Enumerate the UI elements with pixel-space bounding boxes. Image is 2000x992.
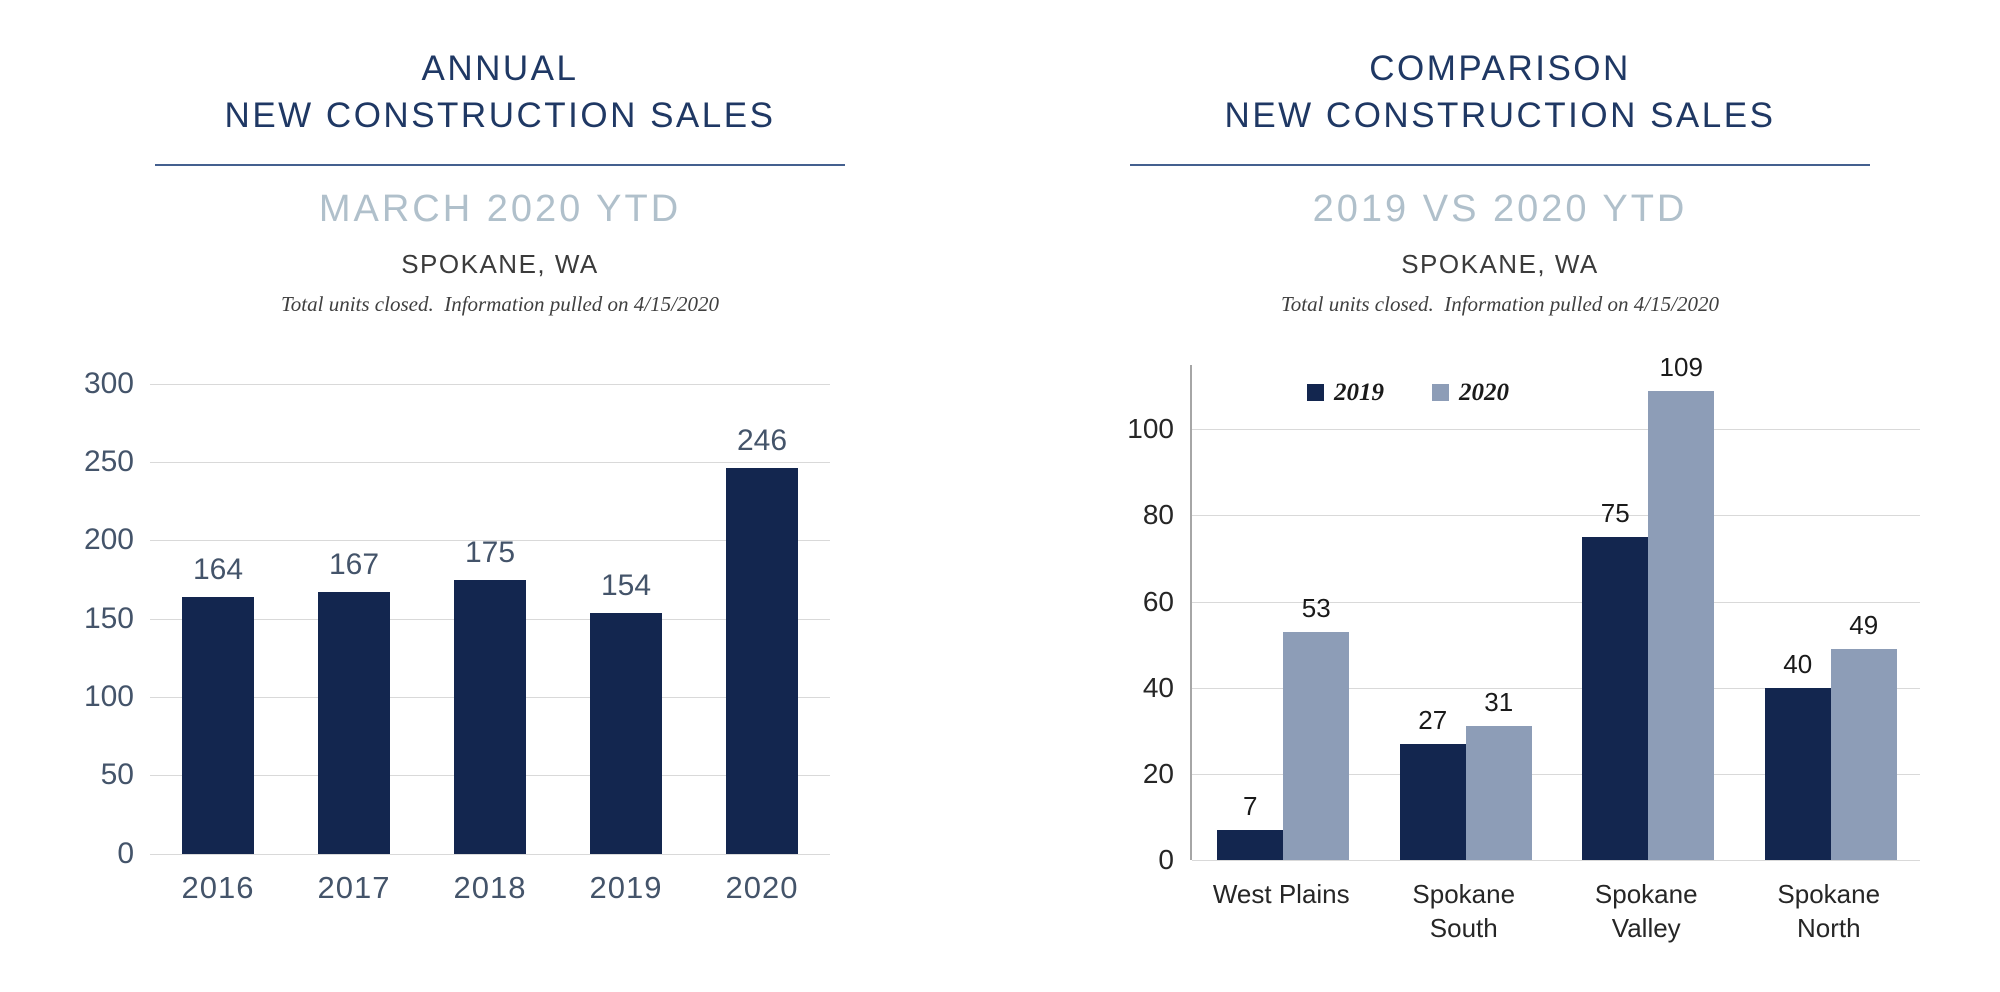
comparison-grouped-bar-chart: 7 53 27 31 75 109 40 49 2019 2020 0 20 40 60 80 100 West… <box>1095 345 1920 955</box>
gridline-300 <box>150 383 830 385</box>
title-underline <box>155 163 845 166</box>
bar-value-label-2019: 154 <box>600 568 652 602</box>
legend-label-2020: 2020 <box>1459 378 1509 406</box>
y-axis-label-50: 50 <box>100 758 134 792</box>
x-axis-label-spokane-valley: Spokane Valley <box>1594 878 1698 943</box>
x-axis-label-spokane-south: Spokane South <box>1412 878 1516 943</box>
gridline-40 <box>1192 687 1920 689</box>
bar-value-label-2020: 246 <box>736 424 788 458</box>
bar-2019 <box>590 612 662 854</box>
bar-2017 <box>318 592 390 854</box>
comparison-chart-title: COMPARISON NEW CONSTRUCTION SALES <box>1000 46 2000 140</box>
plot-area: 164 167 175 154 246 <box>150 383 830 855</box>
y-axis-label-80: 80 <box>1142 499 1174 531</box>
comparison-sales-panel: COMPARISON NEW CONSTRUCTION SALES 2019 VS… <box>1000 0 2000 992</box>
plot-area: 7 53 27 31 75 109 40 49 2019 2020 <box>1190 352 1920 861</box>
annual-chart-note: Total units closed. Information pulled o… <box>281 291 719 316</box>
bar-2019-spokane-north <box>1764 687 1831 860</box>
comparison-title-line1: COMPARISON <box>1369 49 1631 88</box>
x-axis-label-2016: 2016 <box>181 869 255 905</box>
annual-title-line1: ANNUAL <box>421 49 579 88</box>
bar-value-label-2019-spokane-north: 40 <box>1783 648 1813 679</box>
comparison-chart-location: SPOKANE, WA <box>1401 248 1599 279</box>
y-axis-label-150: 150 <box>83 601 134 635</box>
annual-chart-location: SPOKANE, WA <box>401 248 599 279</box>
bar-value-label-2020-west-plains: 53 <box>1301 592 1331 623</box>
y-axis-label-40: 40 <box>1142 671 1174 703</box>
x-axis-label-2019: 2019 <box>589 869 663 905</box>
bar-value-label-2020-spokane-north: 49 <box>1849 609 1879 640</box>
annual-chart-title: ANNUAL NEW CONSTRUCTION SALES <box>0 46 1000 140</box>
bar-2020 <box>726 468 798 854</box>
bar-2020-spokane-valley <box>1648 390 1715 860</box>
gridline-20 <box>1192 773 1920 775</box>
gridline-60 <box>1192 601 1920 603</box>
y-axis-label-20: 20 <box>1142 757 1174 789</box>
legend: 2019 2020 <box>1307 379 1509 407</box>
comparison-chart-subtitle: 2019 VS 2020 YTD <box>1312 187 1688 230</box>
gridline-250 <box>150 462 830 464</box>
comparison-chart-note: Total units closed. Information pulled o… <box>1281 291 1719 316</box>
bar-2018 <box>454 579 526 854</box>
y-axis-label-250: 250 <box>83 445 134 479</box>
bar-value-label-2017: 167 <box>328 548 380 582</box>
comparison-title-line2: NEW CONSTRUCTION SALES <box>1224 95 1776 135</box>
bar-value-label-2020-spokane-valley: 109 <box>1659 351 1703 382</box>
y-axis-label-60: 60 <box>1142 585 1174 617</box>
gridline-80 <box>1192 515 1920 517</box>
annual-chart-header: ANNUAL NEW CONSTRUCTION SALES MARCH 2020 … <box>0 46 1000 317</box>
legend-item-2019: 2019 <box>1307 379 1384 407</box>
bar-2020-west-plains <box>1283 631 1350 860</box>
y-axis-label-100: 100 <box>83 680 134 714</box>
legend-label-2019: 2019 <box>1334 378 1384 406</box>
bar-value-label-2016: 164 <box>192 552 244 586</box>
y-axis-label-200: 200 <box>83 523 134 557</box>
legend-item-2020: 2020 <box>1432 379 1509 407</box>
y-axis-label-100: 100 <box>1127 413 1174 445</box>
bar-2020-spokane-south <box>1465 726 1532 860</box>
y-axis-label-0: 0 <box>1158 843 1174 875</box>
x-axis-label-2017: 2017 <box>317 869 391 905</box>
annual-bar-chart: 164 167 175 154 246 0 50 100 150 200 250 300 2016 201… <box>50 359 830 932</box>
bar-2020-spokane-north <box>1830 648 1897 860</box>
x-axis-label-2018: 2018 <box>453 869 527 905</box>
bar-2016 <box>182 596 254 854</box>
bar-2019-spokane-south <box>1399 743 1466 860</box>
x-axis-label-spokane-north: Spokane North <box>1777 878 1881 943</box>
gridline-200 <box>150 540 830 542</box>
bar-value-label-2018: 175 <box>464 535 516 569</box>
annual-sales-panel: ANNUAL NEW CONSTRUCTION SALES MARCH 2020 … <box>0 46 1000 932</box>
title-underline <box>1130 163 1870 166</box>
annual-chart-subtitle: MARCH 2020 YTD <box>318 187 682 230</box>
bar-value-label-2019-west-plains: 7 <box>1243 790 1258 821</box>
gridline-0 <box>1192 859 1920 861</box>
bar-value-label-2019-spokane-south: 27 <box>1418 704 1448 735</box>
x-axis-label-west-plains: West Plains <box>1212 878 1350 909</box>
y-axis-label-0: 0 <box>117 836 134 870</box>
bar-2019-west-plains <box>1217 829 1284 860</box>
legend-swatch-2019 <box>1307 384 1324 402</box>
x-axis-label-2020: 2020 <box>725 869 799 905</box>
comparison-chart-header: COMPARISON NEW CONSTRUCTION SALES 2019 VS… <box>1000 46 2000 317</box>
bar-value-label-2019-spokane-valley: 75 <box>1600 497 1630 528</box>
gridline-0 <box>150 853 830 855</box>
bar-value-label-2020-spokane-south: 31 <box>1484 687 1514 718</box>
y-axis-label-300: 300 <box>83 366 134 400</box>
annual-title-line2: NEW CONSTRUCTION SALES <box>224 95 776 135</box>
gridline-100 <box>1192 429 1920 431</box>
bar-2019-spokane-valley <box>1582 536 1649 860</box>
legend-swatch-2020 <box>1432 384 1449 402</box>
